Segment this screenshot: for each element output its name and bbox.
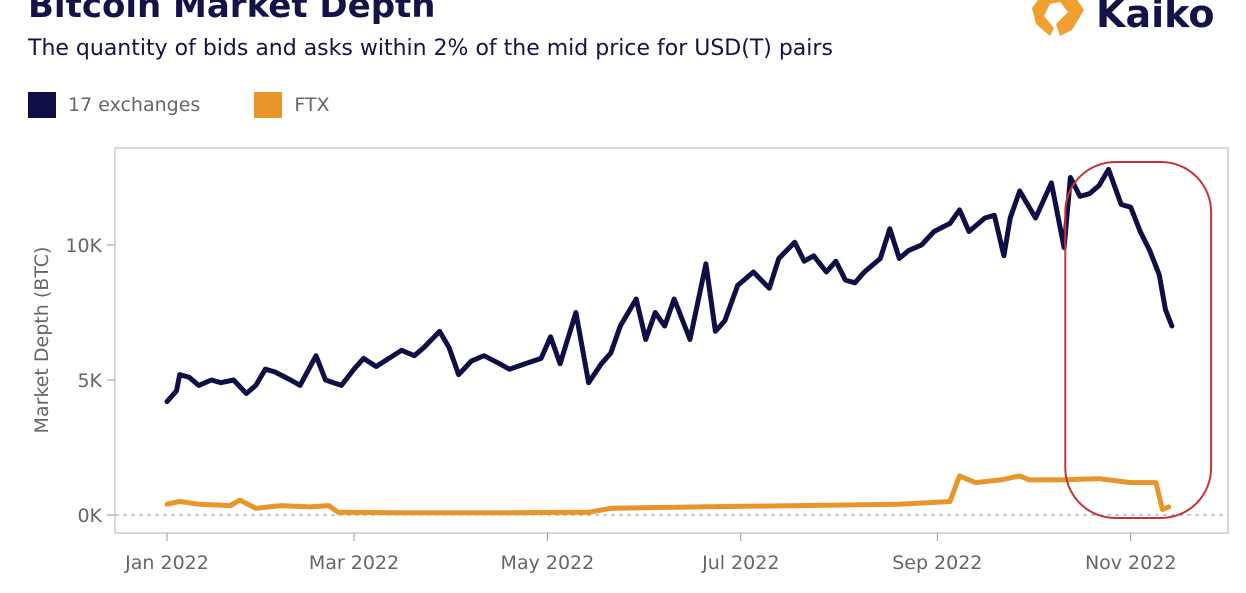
logo-text: Kaiko	[1096, 0, 1215, 36]
series-line-17-exchanges	[164, 166, 1175, 405]
y-tick-label: 0K	[77, 505, 102, 527]
y-axis-label: Market Depth (BTC)	[31, 247, 53, 434]
y-tick-label: 10K	[65, 235, 102, 257]
kaiko-logo: Kaiko	[1030, 0, 1214, 38]
x-tick-label: Sep 2022	[892, 552, 982, 574]
chart-subtitle: The quantity of bids and asks within 2% …	[28, 36, 833, 61]
x-tick-label: Mar 2022	[309, 552, 399, 574]
kaiko-logo-icon	[1032, 0, 1084, 36]
x-tick-label: May 2022	[501, 552, 595, 574]
series-line-ftx	[164, 473, 1172, 516]
legend-swatch-ftx	[254, 92, 283, 118]
legend-label: FTX	[294, 94, 330, 116]
legend-item-17-exchanges[interactable]: 17 exchanges	[28, 92, 200, 118]
x-tick-label: Jul 2022	[701, 552, 779, 574]
legend-item-ftx[interactable]: FTX	[254, 92, 330, 118]
legend-label: 17 exchanges	[68, 94, 201, 116]
x-tick-label: Nov 2022	[1085, 552, 1176, 574]
x-tick-label: Jan 2022	[124, 552, 209, 574]
highlight-annotation	[1064, 161, 1213, 519]
legend: 17 exchanges FTX	[28, 92, 330, 118]
y-tick-label: 5K	[77, 370, 102, 392]
plot-area	[114, 147, 1229, 534]
chart-title: Bitcoin Market Depth	[28, 0, 436, 26]
legend-swatch-exchanges	[28, 92, 56, 118]
